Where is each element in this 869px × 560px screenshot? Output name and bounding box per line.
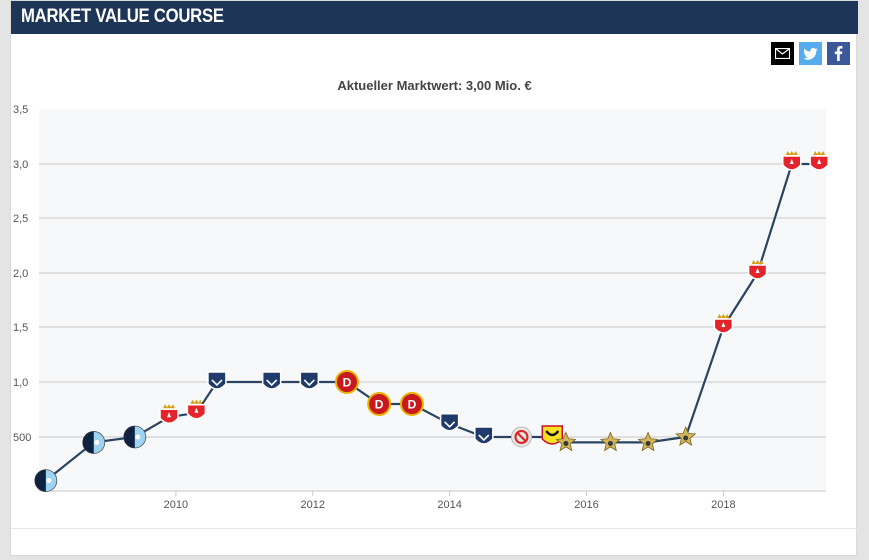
share-facebook-button[interactable] [827, 42, 850, 65]
y-tick-label: 3,0 [13, 159, 28, 171]
data-point-marker[interactable] [809, 151, 829, 171]
data-point-marker[interactable] [541, 425, 564, 445]
data-point-marker[interactable] [123, 425, 147, 449]
data-point-marker[interactable]: D [399, 392, 424, 416]
facebook-f-icon [834, 46, 843, 61]
y-tick-label: 2,0 [13, 268, 28, 280]
data-point-marker[interactable] [747, 260, 768, 280]
card-title: MARKET VALUE COURSE [21, 6, 224, 27]
svg-text:D: D [408, 398, 417, 412]
data-point-marker[interactable] [439, 413, 460, 432]
x-tick-label: 2014 [437, 499, 461, 511]
x-tick-label: 2016 [574, 499, 598, 511]
data-point-marker[interactable] [555, 431, 577, 452]
data-point-marker[interactable]: D [367, 392, 392, 416]
x-tick-label: 2010 [164, 499, 188, 511]
data-point-marker[interactable] [186, 399, 207, 420]
y-tick-label: 2,5 [13, 213, 28, 225]
data-point-marker[interactable] [713, 314, 734, 334]
data-point-marker[interactable] [34, 469, 58, 493]
share-twitter-button[interactable] [799, 42, 822, 65]
data-point-marker[interactable] [599, 431, 621, 452]
card-header: MARKET VALUE COURSE [11, 1, 858, 34]
twitter-bird-icon [803, 47, 818, 60]
plot-area [39, 109, 826, 491]
data-point-marker[interactable] [510, 426, 532, 448]
data-point-marker[interactable] [261, 371, 282, 390]
data-point-marker[interactable] [637, 431, 659, 452]
share-email-button[interactable] [771, 42, 794, 65]
y-tick-label: 3,5 [13, 104, 28, 116]
y-tick-label: 1,5 [13, 322, 28, 334]
svg-text:D: D [343, 376, 352, 390]
envelope-icon [775, 48, 790, 59]
card-divider [11, 528, 858, 529]
x-tick-label: 2018 [711, 499, 735, 511]
chart-title: Aktueller Marktwert: 3,00 Mio. € [337, 78, 532, 93]
data-point-marker[interactable] [474, 426, 494, 445]
data-point-marker[interactable] [782, 151, 802, 171]
data-point-marker[interactable] [207, 371, 227, 390]
data-point-marker[interactable]: D [334, 370, 359, 394]
data-point-marker[interactable] [675, 425, 697, 446]
y-tick-label: 500 [13, 432, 31, 444]
x-tick-label: 2012 [300, 499, 324, 511]
data-point-marker[interactable] [82, 431, 106, 454]
y-tick-label: 1,0 [13, 377, 28, 389]
data-point-marker[interactable] [299, 371, 320, 390]
data-point-marker[interactable] [159, 404, 179, 424]
svg-text:D: D [375, 398, 384, 412]
